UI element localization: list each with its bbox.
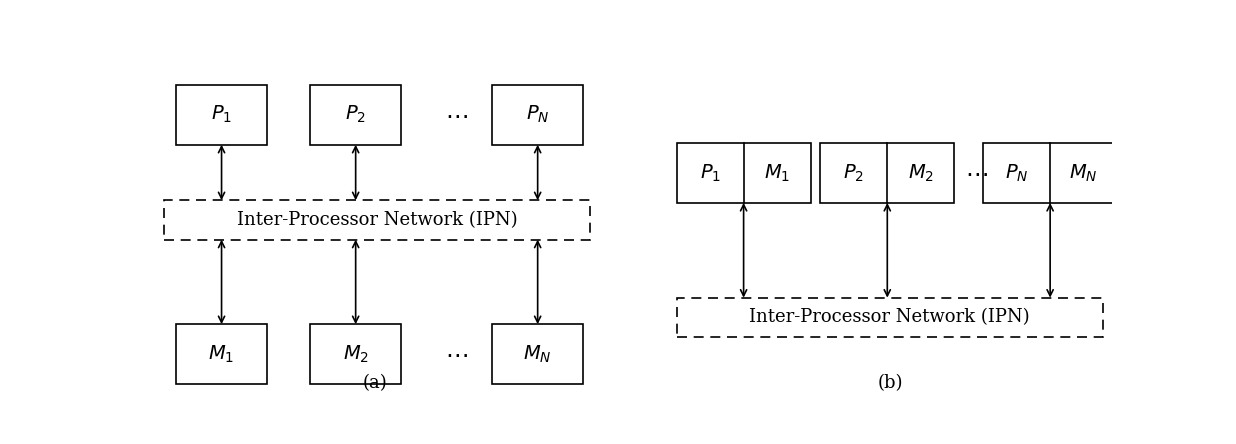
Text: (b): (b) (878, 374, 904, 392)
Text: $P_2$: $P_2$ (843, 163, 864, 183)
Text: $M_2$: $M_2$ (342, 344, 368, 365)
Text: Inter-Processor Network (IPN): Inter-Processor Network (IPN) (749, 309, 1030, 326)
Text: $\cdots$: $\cdots$ (965, 161, 988, 185)
Text: $M_N$: $M_N$ (1069, 163, 1098, 183)
Bar (164, 200, 591, 240)
Bar (821, 143, 954, 203)
Text: $\cdots$: $\cdots$ (445, 342, 467, 366)
Bar (176, 324, 267, 384)
Text: Inter-Processor Network (IPN): Inter-Processor Network (IPN) (237, 211, 518, 229)
Bar (310, 324, 402, 384)
Bar (676, 143, 811, 203)
Bar (310, 85, 402, 145)
Bar (983, 143, 1117, 203)
Text: $P_N$: $P_N$ (1005, 163, 1028, 183)
Text: $P_1$: $P_1$ (700, 163, 721, 183)
Text: $M_1$: $M_1$ (209, 344, 235, 365)
Bar (492, 324, 583, 384)
Text: $M_N$: $M_N$ (523, 344, 552, 365)
Text: $P_N$: $P_N$ (525, 104, 550, 126)
Text: $P_2$: $P_2$ (345, 104, 366, 126)
Text: (a): (a) (362, 374, 387, 392)
Text: $\cdots$: $\cdots$ (445, 103, 467, 127)
Text: $P_1$: $P_1$ (211, 104, 232, 126)
Text: $M_2$: $M_2$ (907, 163, 934, 183)
Bar (676, 298, 1103, 337)
Bar (176, 85, 267, 145)
Text: $M_1$: $M_1$ (764, 163, 790, 183)
Bar (492, 85, 583, 145)
